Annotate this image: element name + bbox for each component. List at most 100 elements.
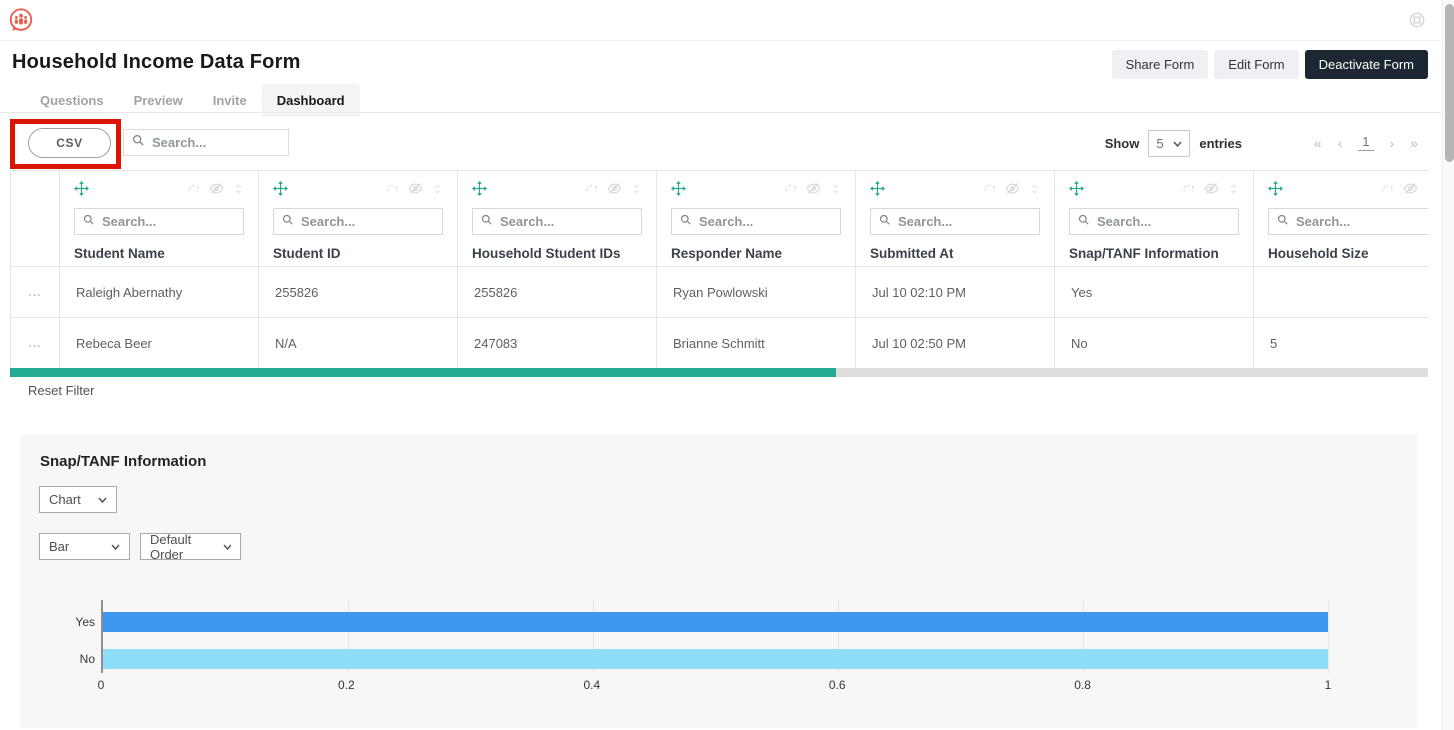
tab-invite[interactable]: Invite	[212, 93, 247, 108]
sort-alert-icon[interactable]	[1381, 182, 1394, 200]
sort-toggle-icon[interactable]	[830, 182, 841, 201]
vertical-scrollbar-track[interactable]	[1442, 0, 1454, 730]
table-cell	[1254, 267, 1428, 318]
gridline	[838, 600, 839, 673]
top-navigation-bar	[0, 0, 1454, 41]
entries-per-page-select[interactable]: 5	[1148, 130, 1191, 157]
show-label: Show	[1104, 136, 1140, 151]
view-type-select[interactable]: Chart	[39, 486, 117, 513]
tab-questions[interactable]: Questions	[40, 93, 104, 108]
drag-move-icon[interactable]	[1268, 181, 1283, 201]
table-row: ... Raleigh Abernathy 255826 255826 Ryan Po…	[11, 267, 1428, 318]
table-cell: N/A	[259, 318, 458, 369]
csv-export-button[interactable]: CSV	[28, 128, 111, 158]
sort-alert-icon[interactable]	[983, 182, 996, 200]
horizontal-scrollbar-thumb[interactable]	[10, 368, 836, 377]
prev-page-button[interactable]: ‹	[1337, 134, 1343, 151]
column-search-input[interactable]	[301, 214, 434, 229]
chart-panel: Snap/TANF Information Chart Bar Default …	[20, 435, 1417, 728]
x-tick-label: 0.8	[1074, 678, 1091, 692]
hide-column-icon[interactable]	[408, 181, 423, 201]
hide-column-icon[interactable]	[1403, 181, 1418, 201]
table-cell: Brianne Schmitt	[657, 318, 856, 369]
sort-alert-icon[interactable]	[585, 182, 598, 200]
sort-toggle-icon[interactable]	[631, 182, 642, 201]
tab-bar: Questions Preview Invite Dashboard	[25, 84, 360, 117]
current-page-number[interactable]: 1	[1358, 134, 1374, 151]
table-cell: 255826	[259, 267, 458, 318]
column-title: Student ID	[273, 246, 341, 261]
help-lifebuoy-icon[interactable]	[1408, 11, 1426, 29]
drag-move-icon[interactable]	[472, 181, 487, 201]
row-menu-button[interactable]: ...	[28, 336, 42, 350]
hide-column-icon[interactable]	[607, 181, 622, 201]
table-cell: Rebeca Beer	[60, 318, 259, 369]
entries-per-page-value: 5	[1156, 136, 1164, 151]
sort-alert-icon[interactable]	[784, 182, 797, 200]
row-menu-button[interactable]: ...	[28, 285, 42, 299]
gridline	[348, 600, 349, 673]
hide-column-icon[interactable]	[1204, 181, 1219, 201]
column-search-input[interactable]	[898, 214, 1031, 229]
column-title: Submitted At	[870, 246, 954, 261]
y-category-label: No	[79, 652, 95, 666]
page-title: Household Income Data Form	[12, 51, 301, 73]
first-page-button[interactable]: «	[1313, 134, 1322, 151]
global-search-input[interactable]	[152, 135, 280, 150]
sort-toggle-icon[interactable]	[233, 182, 244, 201]
brand-logo-icon[interactable]	[8, 7, 34, 33]
sort-toggle-icon[interactable]	[432, 182, 443, 201]
drag-move-icon[interactable]	[74, 181, 89, 201]
sort-order-select[interactable]: Default Order	[140, 532, 241, 562]
drag-move-icon[interactable]	[870, 181, 885, 201]
hide-column-icon[interactable]	[1005, 181, 1020, 201]
deactivate-form-button[interactable]: Deactivate Form	[1304, 50, 1428, 79]
sort-toggle-icon[interactable]	[1029, 182, 1040, 201]
column-search	[1069, 208, 1239, 235]
column-header-cell: Snap/TANF Information	[1055, 171, 1254, 267]
column-search-input[interactable]	[102, 214, 235, 229]
search-icon	[1277, 213, 1289, 231]
hide-column-icon[interactable]	[209, 181, 224, 201]
search-icon	[132, 134, 145, 152]
chart-type-select[interactable]: Bar	[39, 533, 130, 560]
sort-toggle-icon[interactable]	[1228, 182, 1239, 201]
x-tick-label: 0.4	[583, 678, 601, 692]
tabs-divider	[0, 112, 1442, 113]
x-tick-label: 0	[97, 678, 105, 692]
sort-alert-icon[interactable]	[386, 182, 399, 200]
sort-toggle-icon[interactable]	[1427, 182, 1428, 201]
edit-form-button[interactable]: Edit Form	[1214, 50, 1299, 79]
hide-column-icon[interactable]	[806, 181, 821, 201]
horizontal-scrollbar-track[interactable]	[10, 368, 1428, 377]
next-page-button[interactable]: ›	[1389, 134, 1395, 151]
column-title: Household Size	[1268, 246, 1369, 261]
tab-preview[interactable]: Preview	[133, 93, 183, 108]
vertical-scrollbar-thumb[interactable]	[1444, 4, 1454, 162]
view-type-value: Chart	[49, 492, 81, 507]
reset-filter-link[interactable]: Reset Filter	[28, 383, 95, 398]
sort-alert-icon[interactable]	[1182, 182, 1195, 200]
column-search-input[interactable]	[699, 214, 832, 229]
column-title: Student Name	[74, 246, 165, 261]
table-header-row: Student Name	[11, 171, 1428, 267]
drag-move-icon[interactable]	[273, 181, 288, 201]
entries-label: entries	[1199, 136, 1242, 151]
last-page-button[interactable]: »	[1410, 134, 1418, 151]
drag-move-icon[interactable]	[671, 181, 686, 201]
table-cell: 247083	[458, 318, 657, 369]
drag-move-icon[interactable]	[1069, 181, 1084, 201]
column-search	[472, 208, 642, 235]
tab-dashboard[interactable]: Dashboard	[261, 84, 360, 117]
sort-alert-icon[interactable]	[187, 182, 200, 200]
column-search-input[interactable]	[500, 214, 633, 229]
column-search-input[interactable]	[1097, 214, 1230, 229]
share-form-button[interactable]: Share Form	[1111, 50, 1209, 79]
column-header-cell: Household Student IDs	[458, 171, 657, 267]
column-title: Snap/TANF Information	[1069, 246, 1219, 261]
table-cell: 5	[1254, 318, 1428, 369]
column-search-input[interactable]	[1296, 214, 1428, 229]
table-cell: Yes	[1055, 267, 1254, 318]
column-header-cell: Student ID	[259, 171, 458, 267]
column-search	[1268, 208, 1428, 235]
